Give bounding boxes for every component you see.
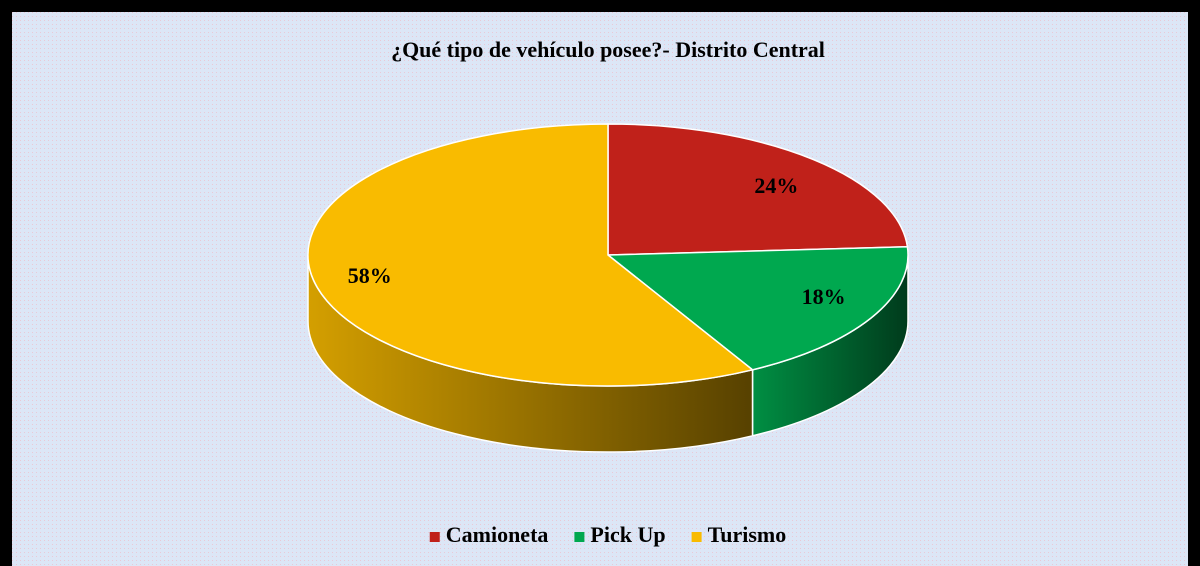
legend-swatch: [574, 532, 585, 542]
legend-label: Camioneta: [446, 522, 549, 547]
chart-title: ¿Qué tipo de vehículo posee?- Distrito C…: [391, 37, 825, 62]
slice: [307, 123, 755, 387]
data-label: 24%: [754, 173, 798, 198]
data-label: 58%: [348, 263, 392, 288]
pie: 24% 18% 58%: [307, 123, 909, 453]
data-label: 18%: [802, 284, 846, 309]
slice: [607, 123, 909, 256]
legend: Camioneta Pick Up Turismo: [429, 522, 787, 547]
slice: [605, 246, 909, 371]
legend-label: Turismo: [708, 522, 787, 547]
legend-swatch: [429, 532, 440, 542]
legend-swatch: [691, 532, 702, 542]
legend-label: Pick Up: [590, 522, 665, 547]
